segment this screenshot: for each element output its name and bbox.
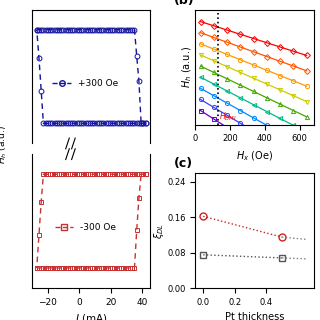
Text: (c): (c) <box>174 157 193 170</box>
Text: (b): (b) <box>174 0 195 7</box>
Y-axis label: $\xi_{DL}$: $\xi_{DL}$ <box>152 222 166 238</box>
Text: $H_h$ (a.u.): $H_h$ (a.u.) <box>0 124 10 164</box>
Text: $H_{DMI}$: $H_{DMI}$ <box>219 110 237 123</box>
X-axis label: Pt thickness: Pt thickness <box>225 312 284 320</box>
Y-axis label: $H_h$ (a.u.): $H_h$ (a.u.) <box>180 46 194 88</box>
Legend: -300 Oe: -300 Oe <box>51 220 119 236</box>
X-axis label: $\it{I}$ (mA): $\it{I}$ (mA) <box>75 312 108 320</box>
Legend: +300 Oe: +300 Oe <box>49 75 122 91</box>
Text: (a): (a) <box>26 0 46 2</box>
X-axis label: $H_x$ (Oe): $H_x$ (Oe) <box>236 149 273 163</box>
